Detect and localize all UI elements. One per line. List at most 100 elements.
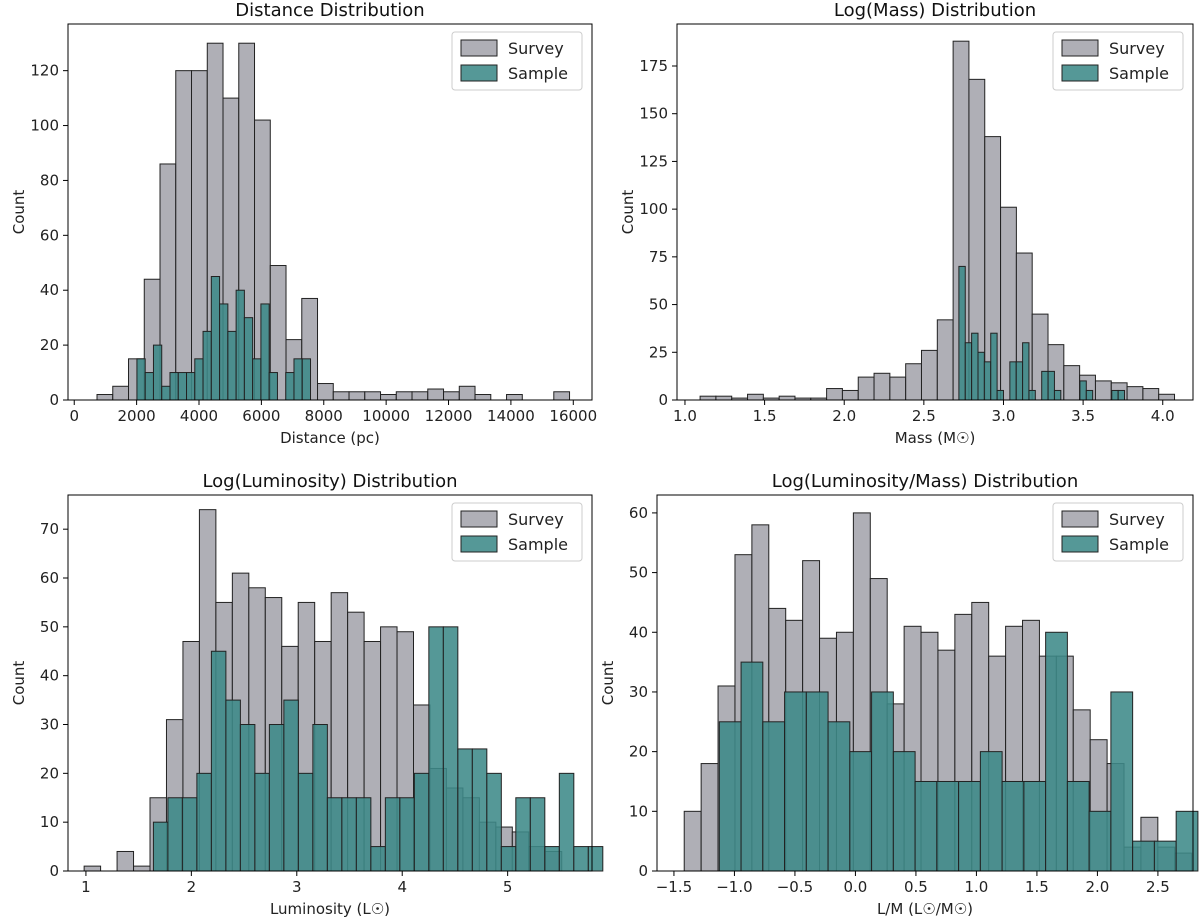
- bar: [990, 332, 998, 401]
- legend: Survey Sample: [451, 502, 583, 562]
- bar: [996, 389, 1004, 401]
- x-tick-label: 0: [69, 407, 79, 425]
- x-tick-label: 1.5: [1025, 878, 1049, 896]
- bar: [186, 372, 196, 401]
- y-tick-label: 70: [40, 520, 59, 538]
- legend-label-survey: Survey: [1109, 39, 1165, 58]
- bar: [210, 650, 227, 872]
- bar: [778, 395, 796, 401]
- bar: [1063, 365, 1081, 401]
- bar: [112, 385, 130, 401]
- bar: [167, 797, 183, 872]
- x-tick-label: 16000: [549, 407, 597, 425]
- x-tick-label: 2.0: [1085, 878, 1109, 896]
- bar: [175, 70, 193, 401]
- bar: [506, 394, 523, 401]
- y-tick-label: 60: [40, 226, 59, 244]
- bar: [1022, 342, 1030, 401]
- plot-area: [67, 494, 593, 872]
- bar: [384, 797, 401, 872]
- legend-swatch-survey: [460, 510, 498, 528]
- bar: [1158, 393, 1176, 401]
- bar: [239, 724, 256, 872]
- legend-label-survey: Survey: [508, 510, 564, 529]
- bar: [252, 358, 262, 401]
- x-tick-label: 3: [292, 878, 302, 896]
- y-tick-label: 150: [639, 105, 668, 123]
- bar: [871, 691, 894, 872]
- series-sample: [152, 626, 604, 872]
- bar: [364, 391, 382, 401]
- x-tick-label: 6000: [242, 407, 280, 425]
- y-tick-label: 0: [658, 391, 668, 409]
- bar: [1153, 840, 1177, 872]
- bar: [1117, 389, 1126, 401]
- y-axis-label: Count: [10, 661, 28, 706]
- y-tick-label: 40: [40, 667, 59, 685]
- bar: [194, 358, 204, 401]
- y-tick-label: 50: [40, 618, 59, 636]
- bar: [196, 772, 212, 872]
- x-tick-label: 4: [397, 878, 407, 896]
- plot-area: [656, 494, 1194, 872]
- bar: [297, 772, 314, 872]
- x-axis-label: L/M (L☉/M☉): [877, 900, 973, 918]
- x-tick-label: −1.0: [716, 878, 752, 896]
- y-tick-label: 120: [30, 62, 59, 80]
- bar: [268, 724, 285, 872]
- bar: [116, 850, 135, 872]
- bar: [683, 810, 702, 872]
- bar: [1094, 380, 1112, 401]
- bar: [370, 846, 386, 872]
- bar: [1079, 380, 1087, 401]
- bar: [958, 265, 966, 401]
- legend-swatch-sample: [460, 64, 498, 82]
- bar: [341, 797, 357, 872]
- bar: [1053, 389, 1062, 401]
- bar: [152, 821, 169, 872]
- x-tick-label: 5: [503, 878, 513, 896]
- bar: [413, 772, 430, 872]
- x-tick-label: 1.0: [673, 407, 697, 425]
- legend: Survey Sample: [1052, 502, 1184, 562]
- bar: [427, 388, 445, 401]
- x-tick-label: 10000: [362, 407, 410, 425]
- bar: [283, 699, 299, 872]
- y-tick-label: 20: [40, 336, 59, 354]
- bar: [457, 748, 473, 872]
- bar: [83, 865, 102, 872]
- bar: [983, 361, 992, 401]
- bar: [827, 721, 851, 872]
- bar: [553, 391, 571, 401]
- plot-area: [676, 23, 1194, 401]
- bar: [699, 395, 717, 401]
- series-sample: [136, 276, 312, 401]
- x-axis-label: Mass (M☉): [895, 429, 976, 447]
- bar: [152, 344, 163, 401]
- bar: [1009, 361, 1017, 401]
- bar: [144, 372, 154, 401]
- bar: [958, 780, 981, 872]
- bar: [486, 772, 502, 872]
- x-tick-label: 1.0: [964, 878, 988, 896]
- x-tick-label: −0.5: [777, 878, 813, 896]
- bar: [219, 303, 229, 401]
- y-tick-label: 175: [639, 57, 668, 75]
- bar: [96, 394, 114, 401]
- bar: [747, 393, 764, 401]
- bar: [700, 763, 719, 872]
- bar: [1142, 388, 1160, 401]
- bar: [210, 276, 221, 401]
- chart-title: Log(Luminosity/Mass) Distribution: [772, 471, 1078, 492]
- series-survey: [699, 40, 1176, 401]
- bar: [1111, 389, 1119, 401]
- y-tick-label: 30: [40, 716, 59, 734]
- bar: [395, 391, 413, 401]
- x-tick-label: 0.0: [843, 878, 867, 896]
- bar: [458, 385, 476, 401]
- bar: [1015, 361, 1024, 401]
- bar: [317, 383, 334, 401]
- bar: [873, 372, 891, 401]
- x-tick-label: 2: [187, 878, 197, 896]
